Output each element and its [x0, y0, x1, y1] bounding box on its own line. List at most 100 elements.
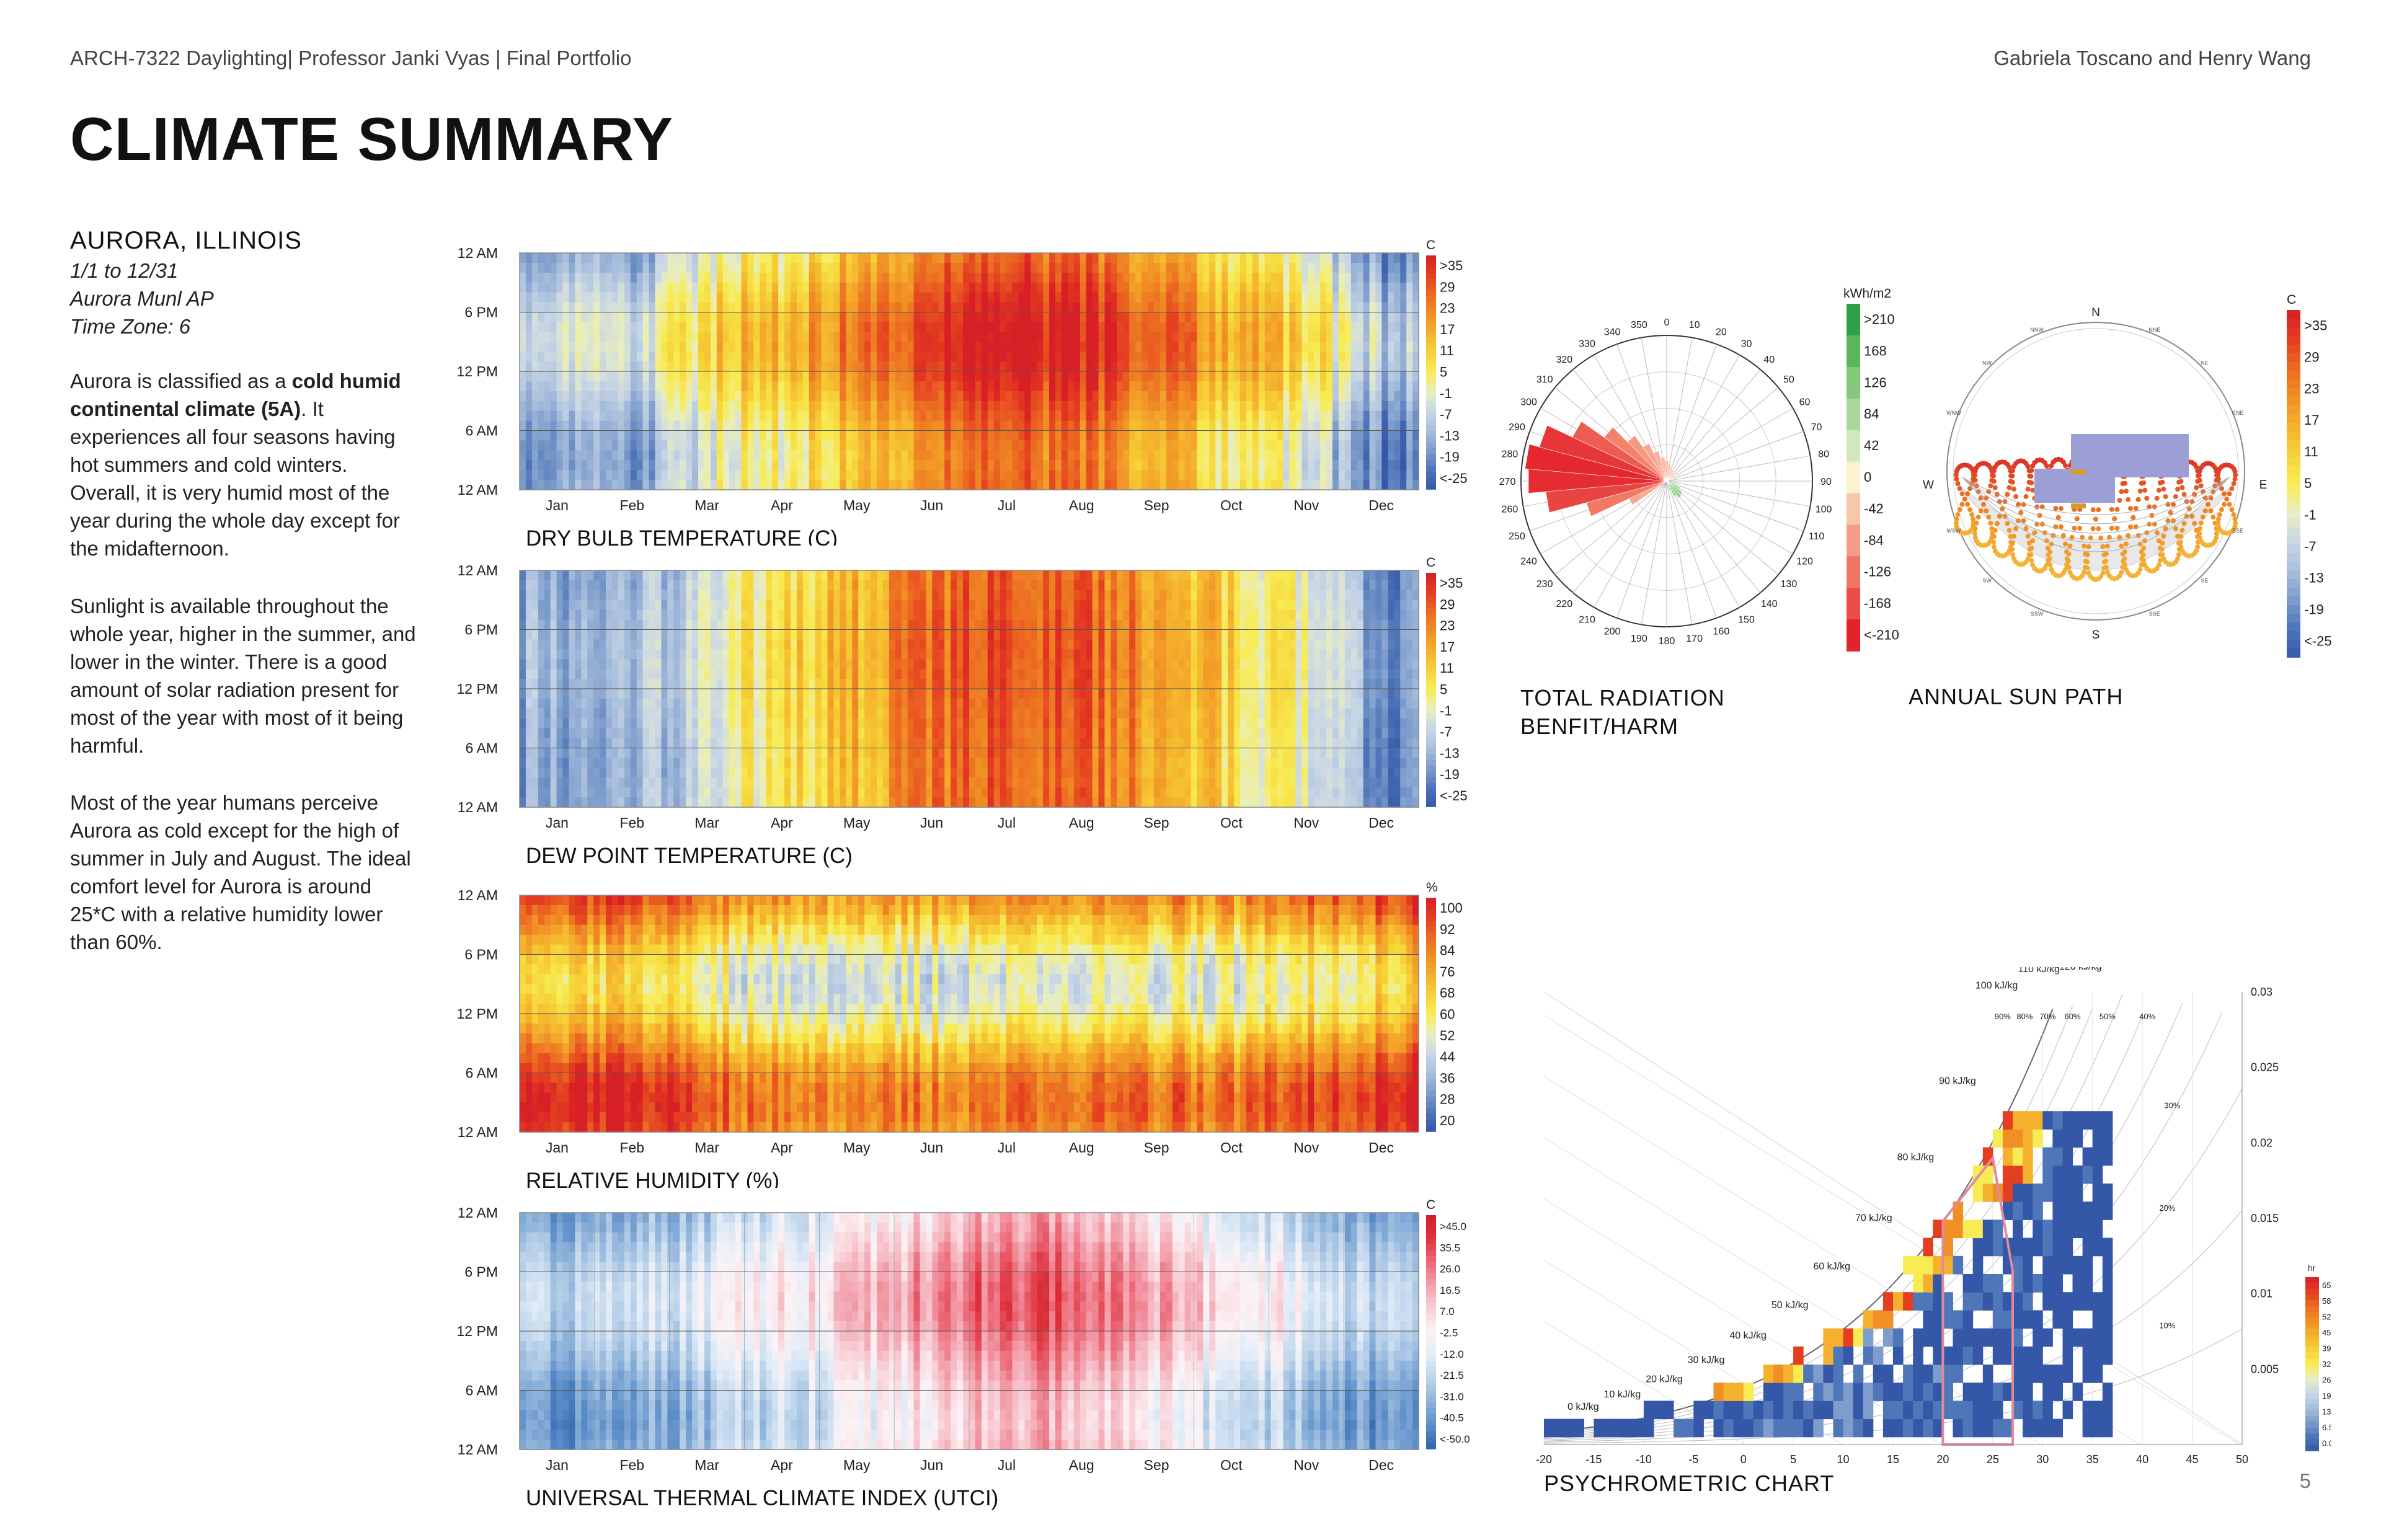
- dry_bulb-cell: [975, 262, 982, 273]
- dry_bulb-cell: [649, 430, 656, 441]
- dew_point-cell: [611, 590, 619, 601]
- dew_point-cell: [729, 649, 736, 660]
- dew_point-cell: [840, 669, 846, 679]
- dry_bulb-cell: [1166, 272, 1173, 283]
- dry_bulb-cell: [680, 312, 686, 323]
- dry_bulb-cell: [1117, 460, 1124, 471]
- dry_bulb-legend-label: 11: [1440, 343, 1454, 358]
- dry_bulb-cell: [1049, 410, 1056, 422]
- dry_bulb-legend-swatch: [1426, 477, 1436, 484]
- dew_point-cell: [618, 728, 625, 739]
- dry_bulb-cell: [1067, 470, 1075, 480]
- dry_bulb-cell: [809, 332, 816, 342]
- dry_bulb-cell: [1209, 371, 1216, 382]
- dry_bulb-cell: [1363, 262, 1370, 273]
- dry_bulb-cell: [1117, 262, 1124, 273]
- dry_bulb-cell: [944, 480, 951, 490]
- dry_bulb-cell: [562, 312, 570, 323]
- dry_bulb-cell: [815, 450, 822, 461]
- dry_bulb-cell: [1363, 381, 1370, 392]
- dry_bulb-cell: [975, 480, 982, 490]
- dry_bulb-cell: [735, 410, 742, 422]
- dry_bulb-cell: [1117, 400, 1124, 412]
- dry_bulb-cell: [1159, 480, 1167, 490]
- dry_bulb-cell: [611, 371, 619, 382]
- dry_bulb-cell: [969, 253, 976, 263]
- dew_point-cell: [716, 728, 724, 739]
- dry_bulb-cell: [1086, 262, 1093, 273]
- dry_bulb-cell: [525, 352, 533, 362]
- dew_point-cell: [611, 629, 619, 640]
- dry_bulb-cell: [1080, 410, 1087, 422]
- dry_bulb-cell: [957, 272, 964, 283]
- dry_bulb-cell: [951, 272, 957, 283]
- dry_bulb-cell: [1406, 302, 1413, 313]
- dry_bulb-cell: [606, 361, 613, 372]
- dew_point-cell: [840, 689, 846, 699]
- dry_bulb-cell: [802, 450, 810, 461]
- dew_point-cell: [649, 748, 656, 759]
- dry_bulb-cell: [1369, 322, 1377, 332]
- dry_bulb-cell: [969, 322, 976, 332]
- dry_bulb-cell: [802, 400, 810, 412]
- dry_bulb-cell: [655, 400, 662, 412]
- dry_bulb-cell: [1148, 381, 1155, 392]
- dry_bulb-cell: [827, 400, 835, 412]
- dry_bulb-cell: [1246, 420, 1253, 431]
- dry_bulb-cell: [1073, 292, 1081, 303]
- dry_bulb-cell: [710, 282, 717, 293]
- dew_point-cell: [753, 738, 760, 749]
- dew_point-cell: [544, 718, 551, 729]
- dew_point-cell: [636, 698, 644, 709]
- dry_bulb-cell: [1332, 410, 1339, 422]
- dew_point-cell: [864, 758, 871, 768]
- dew_point-cell: [815, 580, 822, 591]
- dew_point-cell: [624, 748, 631, 759]
- dew_point-cell: [827, 629, 835, 640]
- dew_point-cell: [809, 728, 816, 739]
- dew_point-cell: [815, 649, 822, 660]
- dry_bulb-cell: [630, 480, 637, 490]
- dry_bulb-cell: [1197, 282, 1204, 293]
- dry_bulb-cell: [1153, 332, 1161, 342]
- dew_point-cell: [716, 590, 724, 601]
- dry_bulb-cell: [729, 342, 736, 352]
- dry_bulb-cell: [796, 460, 804, 471]
- dry_bulb-cell: [1135, 420, 1142, 431]
- dry_bulb-cell: [593, 430, 600, 441]
- dry_bulb-cell: [1283, 342, 1290, 352]
- dew_point-cell: [686, 669, 693, 679]
- dry_bulb-cell: [704, 352, 711, 362]
- dry_bulb-cell: [673, 352, 680, 362]
- dew_point-cell: [600, 590, 606, 601]
- dry_bulb-cell: [993, 332, 1001, 342]
- dry_bulb-cell: [1357, 391, 1364, 402]
- dry_bulb-cell: [716, 470, 724, 480]
- dry_bulb-cell: [1190, 420, 1198, 431]
- dew_point-cell: [753, 698, 760, 709]
- dew_point-cell: [815, 609, 822, 621]
- dew_point-cell: [877, 679, 884, 689]
- dry_bulb-cell: [1080, 312, 1087, 323]
- dry_bulb-cell: [1037, 450, 1044, 461]
- dry_bulb-cell: [611, 361, 619, 372]
- dry_bulb-cell: [1350, 262, 1358, 273]
- dew_point-cell: [661, 718, 668, 729]
- dry_bulb-cell: [1264, 302, 1272, 313]
- dry_bulb-cell: [1067, 292, 1075, 303]
- dry_bulb-cell: [587, 312, 594, 323]
- dry_bulb-cell: [1301, 450, 1308, 461]
- dew_point-cell: [747, 728, 754, 739]
- dew_point-cell: [587, 708, 594, 719]
- dew_point-cell: [864, 748, 871, 759]
- dry_bulb-cell: [661, 302, 668, 313]
- dew_point-cell: [698, 738, 705, 749]
- dry_bulb-cell: [920, 440, 927, 451]
- dew_point-cell: [544, 639, 551, 650]
- dry_bulb-cell: [895, 391, 902, 402]
- dry_bulb-cell: [1264, 332, 1272, 342]
- dry_bulb-cell: [1148, 253, 1155, 263]
- dry_bulb-cell: [593, 262, 600, 273]
- dry_bulb-cell: [618, 400, 625, 412]
- dew_point-cell: [698, 570, 705, 581]
